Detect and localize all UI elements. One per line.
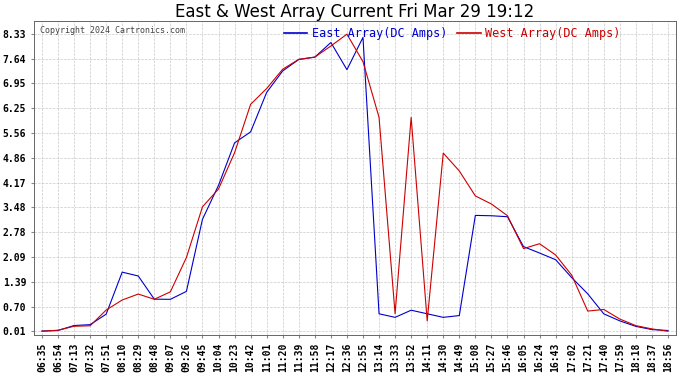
Title: East & West Array Current Fri Mar 29 19:12: East & West Array Current Fri Mar 29 19:… <box>175 3 535 21</box>
Text: Copyright 2024 Cartronics.com: Copyright 2024 Cartronics.com <box>40 26 186 34</box>
Legend: East Array(DC Amps), West Array(DC Amps): East Array(DC Amps), West Array(DC Amps) <box>284 27 621 40</box>
